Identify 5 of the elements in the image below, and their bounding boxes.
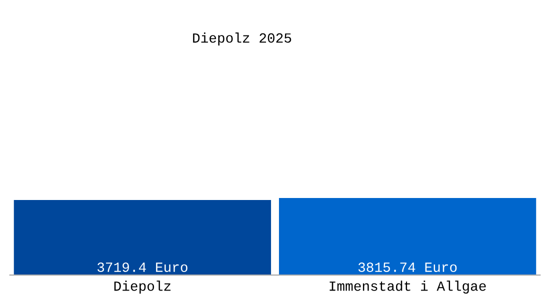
data-label: 3815.74 Euro [358,262,457,272]
chart-title: Diepolz 2025 [193,32,292,46]
x-tick-label: Diepolz [114,280,171,294]
data-label: 3719.4 Euro [97,262,188,272]
x-tick-label: Immenstadt i Allgae [330,280,486,294]
